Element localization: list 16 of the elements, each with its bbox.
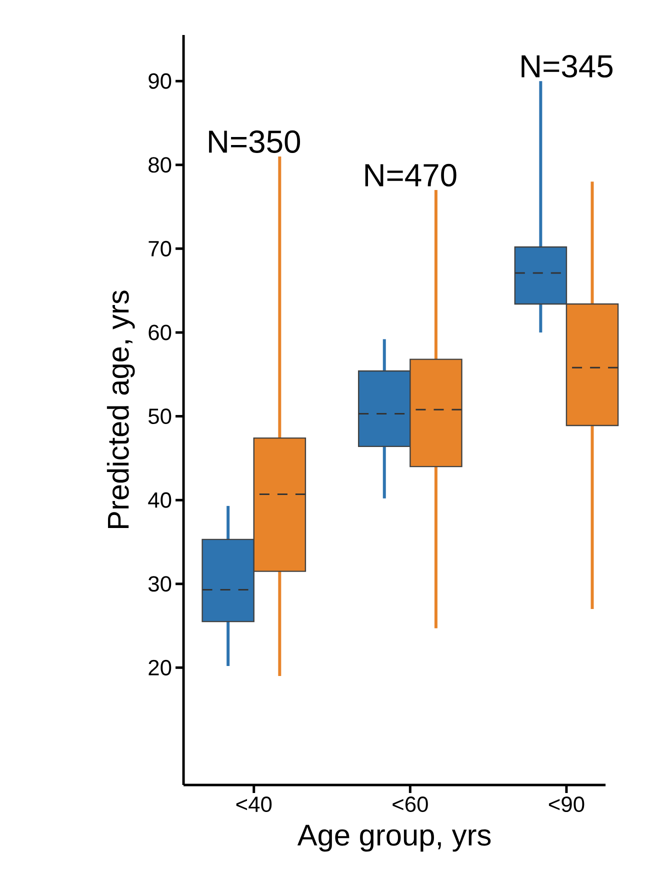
y-tick-label: 20 [148,660,172,676]
annotation: N=350 [209,130,300,153]
x-tick-label: <40 [236,796,272,812]
y-tick-label: 30 [148,576,172,592]
y-tick-label: 80 [148,157,172,173]
y-axis-title: Predicted age, yrs [107,290,136,528]
x-tick-label: <60 [392,796,428,812]
y-tick-label: 90 [148,73,172,89]
y-tick-label: 50 [148,408,172,424]
y-tick-label: 60 [148,324,172,340]
annotation: N=345 [522,55,613,78]
x-axis-title: Age group, yrs [298,824,491,852]
y-tick-label: 40 [148,492,172,508]
annotation: N=470 [366,164,457,186]
y-tick-label: 70 [148,240,172,256]
x-tick-label: <90 [549,796,584,812]
